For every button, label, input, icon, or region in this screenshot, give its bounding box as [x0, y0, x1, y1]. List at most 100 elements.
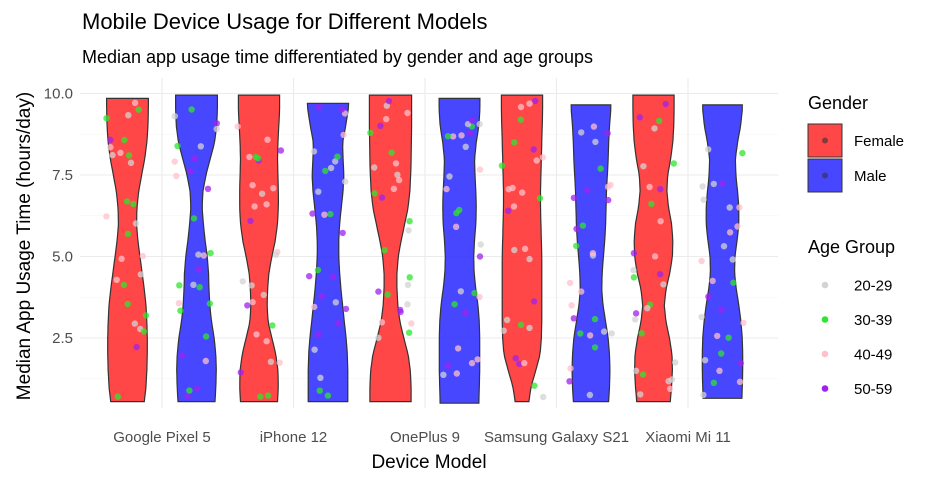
y-tick-label: 7.5 — [52, 167, 73, 184]
violin-female — [368, 94, 413, 403]
data-point — [532, 97, 539, 105]
legend-key-age-20-29 — [821, 281, 829, 289]
data-point — [405, 227, 412, 234]
data-point — [327, 164, 335, 172]
data-point — [521, 359, 528, 367]
data-point — [667, 385, 674, 392]
violin-male — [438, 97, 481, 404]
data-point — [311, 346, 318, 353]
data-point — [740, 319, 747, 327]
data-point — [476, 166, 484, 173]
data-point — [471, 289, 478, 297]
data-point — [309, 210, 316, 217]
legend-label-age-20-29: 20-29 — [854, 278, 892, 295]
data-point — [200, 252, 207, 259]
data-point — [332, 299, 339, 306]
data-point — [202, 333, 210, 340]
data-point — [453, 370, 460, 377]
data-point — [324, 392, 332, 399]
data-point — [322, 167, 329, 175]
data-point — [632, 310, 640, 317]
data-point — [270, 185, 277, 192]
data-point — [139, 252, 146, 260]
data-point — [630, 250, 638, 257]
legend: Gender Female Male Age Group 20-29 30-39 40-49… — [807, 93, 904, 398]
data-point — [510, 203, 518, 210]
data-point — [263, 201, 270, 208]
data-point — [137, 271, 144, 278]
data-point — [526, 255, 533, 263]
data-point — [204, 185, 212, 192]
data-point — [385, 97, 393, 105]
data-point — [725, 334, 732, 341]
data-point — [395, 176, 403, 184]
violin-male — [306, 102, 350, 403]
data-point — [375, 334, 382, 341]
data-point — [670, 160, 677, 167]
data-point — [656, 117, 663, 125]
data-point — [249, 298, 256, 306]
data-point — [458, 132, 465, 139]
legend-key-age-30-39 — [821, 316, 829, 323]
data-point — [202, 357, 209, 365]
data-point — [716, 367, 723, 374]
data-point — [604, 183, 612, 190]
data-point — [310, 148, 318, 155]
data-point — [476, 120, 483, 128]
data-point — [632, 367, 640, 374]
data-point — [718, 306, 725, 313]
data-point — [632, 316, 639, 323]
data-point — [237, 369, 244, 376]
data-point — [384, 291, 391, 298]
data-point — [125, 152, 133, 159]
data-point — [531, 382, 538, 389]
data-point — [705, 146, 712, 153]
data-point — [533, 157, 540, 164]
data-point — [195, 266, 203, 273]
data-point — [540, 393, 547, 401]
violin-female — [632, 94, 675, 403]
data-point — [272, 251, 280, 258]
data-point — [511, 246, 518, 254]
data-point — [207, 249, 214, 257]
data-point — [568, 302, 575, 309]
data-point — [586, 332, 594, 339]
data-point — [367, 129, 374, 136]
data-point — [117, 149, 124, 156]
data-point — [536, 195, 544, 202]
data-point — [600, 328, 608, 335]
data-point — [371, 190, 378, 197]
data-point — [468, 359, 476, 367]
data-point — [342, 305, 350, 313]
data-point — [512, 355, 519, 362]
legend-title-age-group: Age Group — [808, 237, 895, 257]
data-point — [190, 215, 198, 222]
data-point — [334, 153, 341, 160]
data-point — [381, 247, 388, 254]
y-tick-label: 2.5 — [52, 330, 73, 347]
data-point — [710, 379, 718, 386]
data-point — [608, 330, 615, 337]
data-point — [476, 293, 483, 301]
data-point — [638, 330, 645, 337]
data-point — [277, 147, 285, 154]
data-point — [195, 251, 202, 258]
data-point — [246, 153, 253, 161]
data-point — [730, 279, 737, 286]
data-point — [573, 242, 580, 250]
data-point — [477, 241, 484, 248]
data-point — [124, 300, 131, 308]
jitter-points-layer — [103, 97, 747, 401]
data-point — [121, 136, 128, 144]
data-point — [539, 154, 547, 161]
data-point — [406, 329, 413, 336]
data-point — [578, 129, 585, 136]
data-point — [648, 200, 655, 208]
violin-female — [106, 97, 149, 403]
data-point — [710, 180, 717, 188]
data-point — [698, 313, 705, 321]
data-point — [457, 288, 464, 295]
x-tick-label: iPhone 12 — [260, 429, 328, 446]
data-point — [334, 320, 341, 327]
data-point — [184, 393, 191, 400]
